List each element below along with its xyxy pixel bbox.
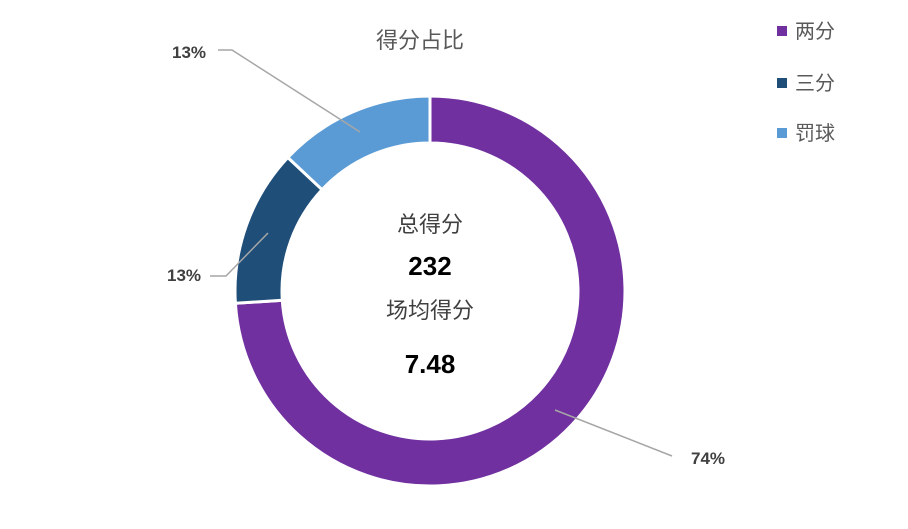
legend-swatch-free-throw [777,128,787,138]
legend-label-free-throw: 罚球 [795,121,835,145]
total-score-label: 总得分 [397,213,463,238]
leader-line-three-point [210,232,269,277]
legend-label-two-point: 两分 [795,19,835,43]
leader-line-two-point [554,409,673,457]
legend: 两分 三分 罚球 [777,19,835,145]
total-score-value: 232 [408,251,451,281]
data-label-two-point: 74% [691,449,725,468]
leader-line-free-throw [218,49,361,133]
legend-swatch-three-point [777,78,787,88]
legend-label-three-point: 三分 [795,71,835,95]
slice-free-throw [285,94,432,192]
legend-swatch-two-point [777,26,787,36]
data-label-free-throw: 13% [172,43,206,62]
chart-title: 得分占比 [376,29,464,54]
average-score-value: 7.48 [405,349,456,379]
average-score-label: 场均得分 [386,299,474,324]
data-label-three-point: 13% [167,266,201,285]
slice-two-point [233,94,627,488]
